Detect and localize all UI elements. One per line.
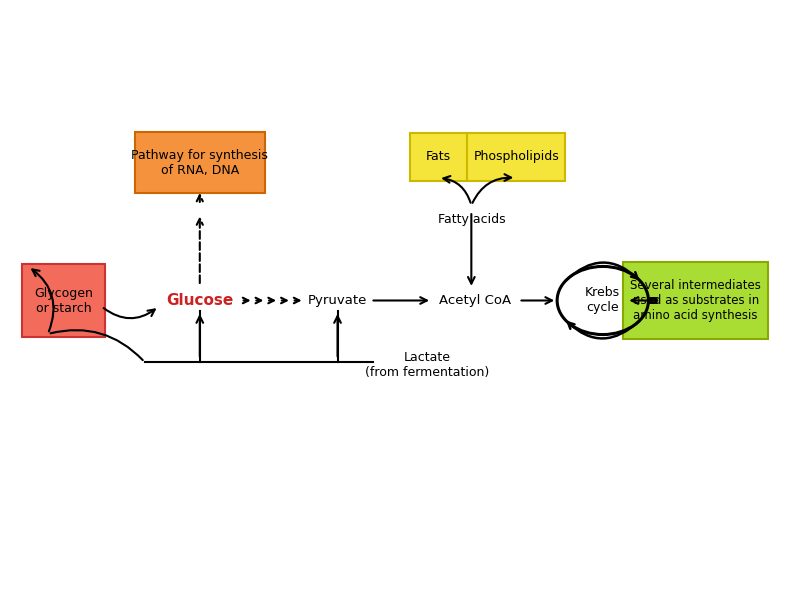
FancyBboxPatch shape — [410, 133, 467, 181]
Text: Glycogen
or starch: Glycogen or starch — [34, 287, 93, 314]
Text: Lactate
(from fermentation): Lactate (from fermentation) — [365, 351, 489, 379]
Text: Pathway for synthesis
of RNA, DNA: Pathway for synthesis of RNA, DNA — [131, 148, 268, 177]
FancyBboxPatch shape — [22, 264, 105, 337]
Text: Fats: Fats — [425, 150, 451, 163]
Text: Glucose: Glucose — [166, 293, 233, 308]
FancyBboxPatch shape — [623, 263, 768, 338]
Text: Fatty acids: Fatty acids — [437, 213, 505, 226]
Text: Krebs
cycle: Krebs cycle — [586, 287, 620, 314]
Text: Acetyl CoA: Acetyl CoA — [439, 294, 511, 307]
Text: Several intermediates
used as substrates in
amino acid synthesis: Several intermediates used as substrates… — [630, 279, 761, 322]
Text: Pyruvate: Pyruvate — [308, 294, 367, 307]
Text: Phospholipids: Phospholipids — [473, 150, 559, 163]
FancyBboxPatch shape — [467, 133, 566, 181]
FancyBboxPatch shape — [135, 132, 264, 194]
